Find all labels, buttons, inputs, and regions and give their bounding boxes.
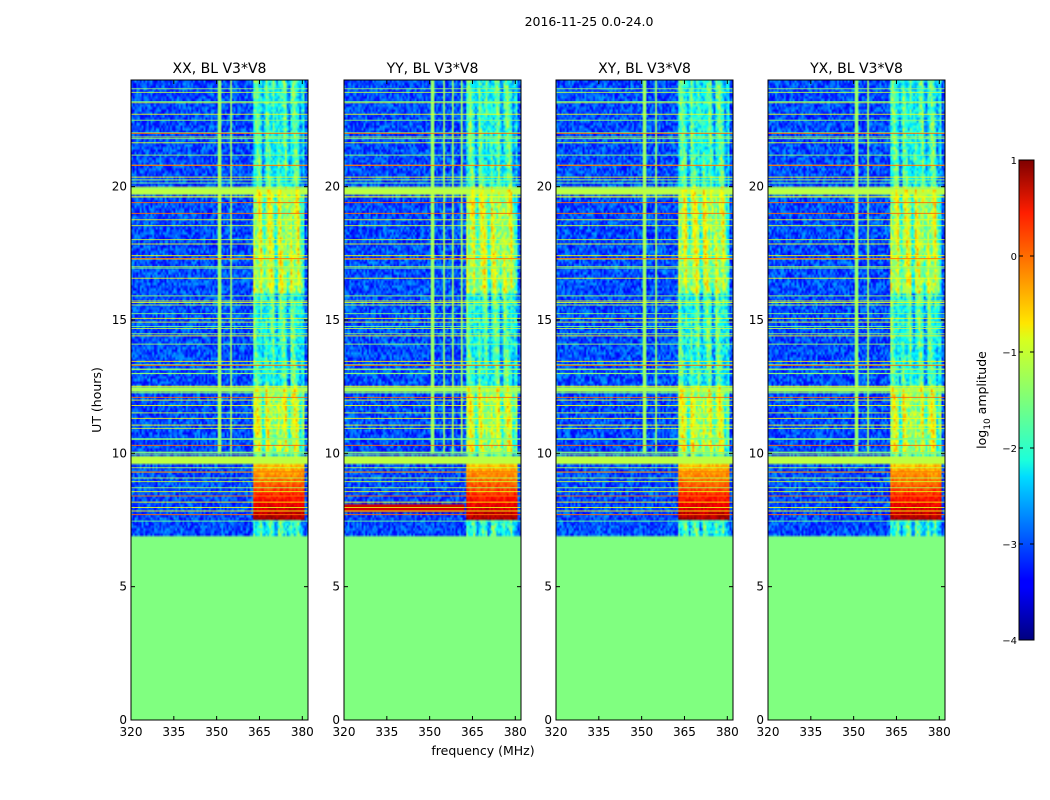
- y-tick-label: 5: [332, 580, 340, 594]
- y-tick-label: 20: [325, 180, 340, 194]
- panel-title: XX, BL V3*V8: [173, 61, 267, 77]
- x-tick-label: 320: [120, 725, 143, 739]
- x-tick-label: 350: [418, 725, 441, 739]
- x-tick-label: 335: [799, 725, 822, 739]
- y-tick-label: 0: [332, 713, 340, 727]
- colorbar-tick-label: −2: [1002, 444, 1017, 455]
- x-tick-label: 365: [461, 725, 484, 739]
- x-tick-label: 365: [885, 725, 908, 739]
- y-tick-label: 20: [537, 180, 552, 194]
- colorbar-tick-label: −4: [1002, 636, 1017, 647]
- y-tick-label: 0: [119, 713, 127, 727]
- x-tick-label: 350: [842, 725, 865, 739]
- y-tick-label: 15: [749, 313, 764, 327]
- colorbar-tick-label: 0: [1011, 252, 1017, 263]
- figure-title: 2016-11-25 0.0-24.0: [525, 14, 654, 29]
- x-tick-label: 335: [375, 725, 398, 739]
- rfi-lines: [131, 88, 308, 522]
- rfi-lines: [344, 88, 521, 522]
- x-tick-label: 335: [587, 725, 610, 739]
- panel-yy: YY, BL V3*V8 320 335 350 365 380 0 5 10 15 20: [325, 61, 527, 739]
- y-tick-label: 20: [112, 180, 127, 194]
- rfi-lines: [768, 88, 945, 522]
- y-tick-label: 0: [756, 713, 764, 727]
- colorbar: −4 −3 −2 −1 0 1 log10 amplitude: [974, 156, 1035, 647]
- rfi-lines: [556, 88, 733, 522]
- colorbar-tick-label: −1: [1002, 348, 1017, 359]
- panel-frame: [555, 79, 734, 721]
- x-tick-label: 380: [716, 725, 739, 739]
- y-tick-label: 0: [544, 713, 552, 727]
- x-tick-label: 335: [162, 725, 185, 739]
- panel-frame: [343, 79, 522, 721]
- panel-frame: [130, 79, 309, 721]
- colorbar-tick-label: −3: [1002, 540, 1017, 551]
- panel-yx: YX, BL V3*V8 320 335 350 365 380 0 5 10 15 20: [749, 61, 951, 739]
- panel-title: XY, BL V3*V8: [598, 61, 691, 77]
- x-tick-label: 320: [757, 725, 780, 739]
- x-tick-label: 320: [545, 725, 568, 739]
- y-tick-label: 5: [119, 580, 127, 594]
- y-axis-label: UT (hours): [89, 367, 104, 433]
- panel-frame: [767, 79, 946, 721]
- colorbar-tick-label: 1: [1011, 156, 1017, 167]
- x-tick-label: 380: [928, 725, 951, 739]
- x-tick-label: 365: [248, 725, 271, 739]
- x-tick-label: 350: [205, 725, 228, 739]
- y-tick-label: 5: [544, 580, 552, 594]
- panel-title: YX, BL V3*V8: [809, 61, 903, 77]
- x-tick-label: 365: [673, 725, 696, 739]
- y-tick-label: 20: [749, 180, 764, 194]
- x-tick-label: 320: [333, 725, 356, 739]
- x-axis-label: frequency (MHz): [431, 743, 534, 758]
- colorbar-label-subscript: 10: [983, 418, 993, 430]
- x-tick-label: 350: [630, 725, 653, 739]
- y-tick-label: 10: [749, 446, 764, 460]
- panel-title: YY, BL V3*V8: [386, 61, 479, 77]
- y-tick-label: 15: [112, 313, 127, 327]
- y-tick-label: 10: [112, 446, 127, 460]
- x-tick-label: 380: [291, 725, 314, 739]
- colorbar-label: log10 amplitude: [974, 351, 993, 449]
- y-tick-label: 10: [325, 446, 340, 460]
- panel-xy: XY, BL V3*V8 320 335 350 365 380 0 5 10 15 20: [537, 61, 739, 739]
- y-tick-label: 15: [325, 313, 340, 327]
- colorbar-gradient: [1018, 159, 1035, 641]
- x-tick-label: 380: [504, 725, 527, 739]
- y-tick-label: 10: [537, 446, 552, 460]
- y-tick-label: 5: [756, 580, 764, 594]
- y-tick-label: 15: [537, 313, 552, 327]
- panel-xx: XX, BL V3*V8 320 335 350 365 380 0 5 10 15 20: [112, 61, 314, 739]
